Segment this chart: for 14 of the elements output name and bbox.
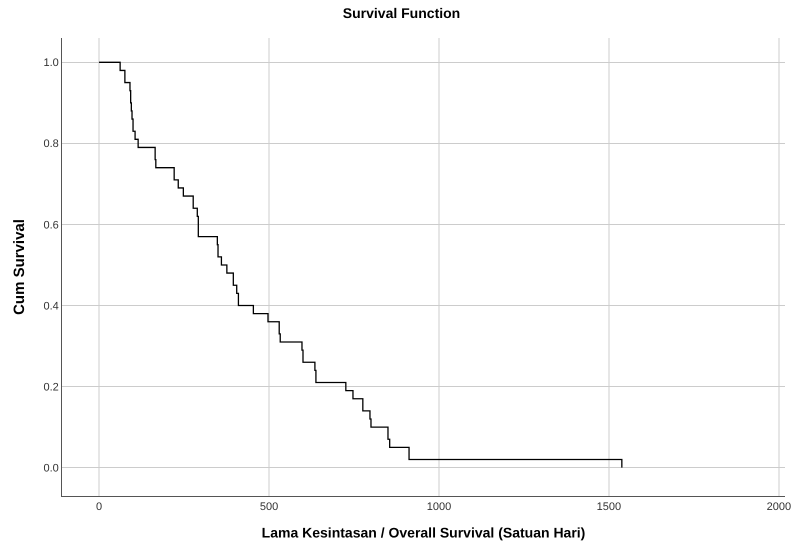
x-tick-label: 2000 bbox=[766, 501, 792, 514]
x-axis-title: Lama Kesintasan / Overall Survival (Satuan Hari) bbox=[262, 524, 586, 540]
y-tick-label: 0.0 bbox=[44, 462, 59, 474]
y-tick-label: 1.0 bbox=[44, 57, 59, 70]
y-tick-label: 0.2 bbox=[44, 381, 59, 394]
y-tick-label: 0.8 bbox=[44, 138, 59, 150]
y-axis-title: Cum Survival bbox=[10, 219, 28, 315]
y-tick-label: 0.4 bbox=[44, 300, 59, 312]
x-tick-label: 1500 bbox=[596, 501, 622, 514]
x-tick-label: 500 bbox=[260, 501, 278, 514]
chart-title: Survival Function bbox=[342, 5, 460, 22]
x-tick-label: 0 bbox=[96, 501, 102, 514]
y-tick-label: 0.6 bbox=[44, 219, 59, 232]
x-tick-label: 1000 bbox=[426, 501, 452, 514]
